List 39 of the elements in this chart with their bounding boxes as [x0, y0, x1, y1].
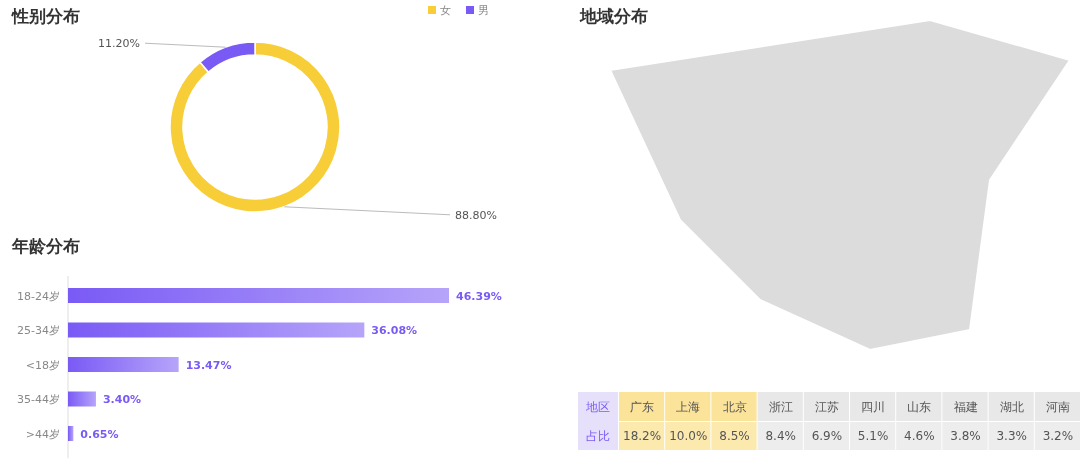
- category-label: 四川: [861, 400, 886, 414]
- data-label: 11.20%: [98, 37, 140, 51]
- legend-label: 男: [478, 4, 489, 17]
- category-label: 山东: [907, 400, 932, 414]
- legend-label: 女: [440, 4, 451, 17]
- y-tick-label: <18岁: [25, 358, 60, 372]
- text: 占比: [586, 429, 610, 443]
- category-label: 浙江: [768, 400, 793, 414]
- category-label: 北京: [722, 400, 747, 414]
- category-label: 上海: [676, 400, 701, 414]
- chart-title: 年龄分布: [11, 236, 80, 256]
- text: 4.6%: [904, 429, 935, 443]
- data-label: 88.80%: [455, 208, 497, 222]
- text: 6.9%: [811, 429, 843, 443]
- category-label: 湖北: [999, 400, 1024, 414]
- text: 3.3%: [996, 429, 1027, 443]
- data-label: 36.08%: [371, 324, 418, 337]
- y-tick-label: 18-24岁: [17, 289, 60, 303]
- data-label: 46.39%: [456, 289, 502, 303]
- data-label: 13.47%: [185, 358, 232, 372]
- text: 18.2%: [623, 429, 662, 443]
- y-tick-label: 35-44岁: [17, 393, 60, 406]
- text: 地区: [585, 400, 610, 414]
- y-tick-label: >44岁: [25, 427, 60, 441]
- chart-title: 性别分布: [11, 6, 80, 26]
- text: 8.5%: [719, 429, 750, 443]
- category-label: 江苏: [814, 400, 839, 414]
- text: 地域分布: [579, 6, 648, 26]
- category-label: 广东: [630, 400, 655, 414]
- text: 8.4%: [765, 429, 796, 443]
- text: 5.1%: [857, 429, 889, 443]
- data-label: 0.65%: [80, 427, 119, 441]
- y-tick-label: 25-34岁: [17, 324, 60, 337]
- text: 3.2%: [1042, 429, 1074, 443]
- text: 10.0%: [669, 429, 708, 443]
- data-label: 3.40%: [102, 393, 142, 406]
- category-label: 河南: [1045, 400, 1070, 414]
- category-label: 福建: [953, 400, 978, 414]
- text: 3.8%: [950, 429, 981, 443]
